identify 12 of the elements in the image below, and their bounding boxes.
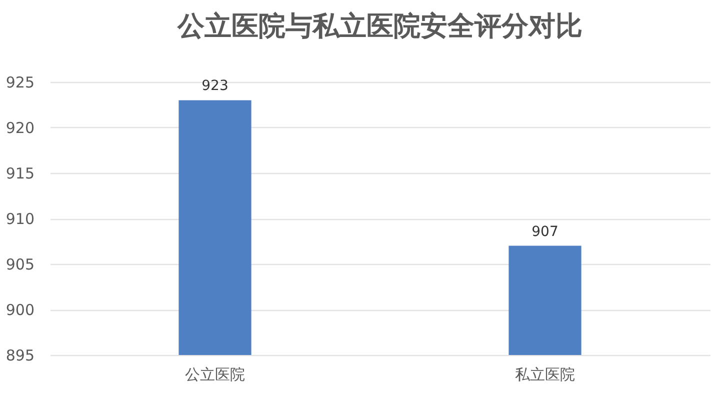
chart-title: 公立医院与私立医院安全评分对比 [176, 11, 582, 42]
y-tick-label: 905 [6, 256, 34, 274]
y-tick-label: 925 [6, 74, 34, 92]
y-tick-label: 910 [6, 210, 34, 228]
y-tick-label: 920 [6, 119, 34, 137]
y-tick-label: 915 [6, 164, 34, 182]
y-tick-label: 900 [6, 301, 34, 319]
x-tick-label: 私立医院 [515, 366, 575, 384]
data-label: 907 [532, 224, 558, 240]
x-tick-label: 公立医院 [185, 366, 245, 384]
y-tick-label: 895 [6, 346, 34, 364]
data-label: 923 [202, 78, 228, 94]
